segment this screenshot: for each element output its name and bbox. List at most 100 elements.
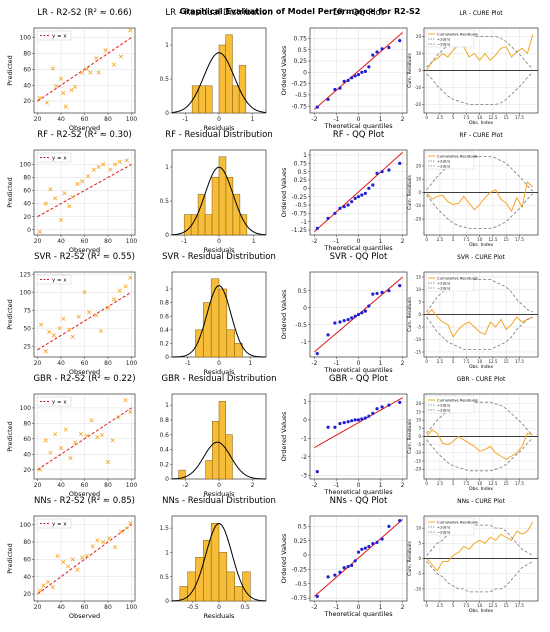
qq-gbr-xtick-label-2: 0 <box>357 482 361 489</box>
cure-rf-ylabel: Cum. Residuals <box>407 175 413 210</box>
hist-nns-xtick-label-0: -0.5 <box>187 604 199 611</box>
hist-svr-ytick-label-2: 0.4 <box>159 327 169 334</box>
scatter-nns-point-10 <box>84 553 89 558</box>
scatter-nns-xtick-label-4: 100 <box>126 604 138 611</box>
cure-lr-xtick-label-6: 15 <box>504 115 510 120</box>
scatter-gbr-point-13 <box>105 459 111 465</box>
scatter-svr-point-10 <box>87 310 92 315</box>
cure-gbr-series-1 <box>426 401 533 436</box>
hist-nns-xlabel: Residuals <box>204 612 235 620</box>
scatter-svr-point-17 <box>128 275 133 280</box>
qq-lr-point-2 <box>333 87 337 92</box>
qq-lr-point-0 <box>315 105 319 109</box>
scatter-nns-point-12 <box>95 538 100 543</box>
scatter-rf-point-16 <box>117 159 122 164</box>
scatter-rf-legend-box <box>36 152 72 163</box>
hist-svr-bar-3 <box>218 288 228 358</box>
scatter-nns-ytick-label-4: 100 <box>20 522 32 529</box>
scatter-gbr-xtick-label-3: 80 <box>104 482 112 489</box>
qq-rf-ytick-label-0: -1.25 <box>291 227 307 234</box>
scatter-gbr-xtick-label-2: 60 <box>81 482 89 489</box>
qq-rf-xtick-label-3: 1 <box>379 238 383 245</box>
scatter-gbr-xtick-label-1: 40 <box>57 482 65 489</box>
qq-gbr-xtick-label-4: 2 <box>401 482 405 489</box>
cure-svr-xtick-label-5: 12.5 <box>488 359 497 364</box>
hist-lr-xtick-label-0: -1 <box>182 116 188 123</box>
qq-lr-point-8 <box>356 72 361 77</box>
cure-gbr-series-2 <box>426 437 533 472</box>
scatter-gbr-legend-label: y = x <box>52 400 67 406</box>
scatter-lr-ytick-label-0: 20 <box>23 98 31 105</box>
cure-gbr-xlabel: Obs. Index <box>469 486 493 492</box>
cure-rf-title: RF - CURE Plot <box>459 132 503 139</box>
cure-svr-xtick-label-6: 15 <box>504 359 510 364</box>
hist-svr-ytick-label-0: 0 <box>165 354 169 361</box>
qq-lr-ytick-label-4: 0.25 <box>294 58 308 65</box>
scatter-gbr-point-7 <box>73 440 78 445</box>
scatter-svr-ytick-label-3: 100 <box>20 289 32 296</box>
qq-nns-point-7 <box>353 559 357 563</box>
qq-gbr-point-6 <box>350 419 354 423</box>
scatter-rf-point-6 <box>67 204 72 209</box>
hist-gbr-ytick-label-5: 1 <box>165 402 169 409</box>
cure-rf-legend-box <box>425 151 475 170</box>
qq-gbr-ytick-label-3: 0 <box>303 417 307 424</box>
scatter-lr-point-2 <box>50 66 55 71</box>
hist-svr-ytick-label-1: 0.2 <box>159 341 169 348</box>
hist-svr-bar-0 <box>195 329 204 358</box>
cure-lr-xlabel: Obs. Index <box>469 120 493 126</box>
hist-lr-ytick-label-2: 1 <box>165 42 169 49</box>
scatter-svr-xtick-label-2: 60 <box>81 360 89 367</box>
cure-lr-legend-label-0: Cumulative Residuals <box>437 31 478 36</box>
cure-nns-legend-box <box>425 517 475 536</box>
scatter-lr-point-4 <box>58 76 64 81</box>
hist-rf-bar-2 <box>197 193 206 236</box>
qq-rf-ytick-label-6: 0.25 <box>294 177 308 184</box>
qq-svr-point-6 <box>350 316 354 320</box>
cure-lr-ytick-label-1: -10 <box>414 85 421 90</box>
scatter-svr-point-16 <box>123 284 128 289</box>
scatter-svr-point-6 <box>67 327 72 332</box>
scatter-rf-xlabel: Observed <box>69 246 100 254</box>
row-lr: LR - R2-S2 (R² ≈ 0.66)20 40 60 80 1002040608… <box>6 8 539 132</box>
cure-gbr-ytick-label-7: 15 <box>416 409 422 414</box>
scatter-rf-point-12 <box>96 164 101 170</box>
hist-svr-xtick-label-1: 0 <box>217 360 221 367</box>
cure-svr-xlabel: Obs. Index <box>469 364 493 370</box>
qq-svr-point-5 <box>346 318 350 322</box>
qq-rf-point-13 <box>375 171 379 175</box>
scatter-lr-point-15 <box>111 62 116 67</box>
qq-gbr-ylabel: Ordered Values <box>280 411 288 461</box>
qq-lr-point-15 <box>387 45 391 50</box>
scatter-gbr-point-15 <box>116 415 121 420</box>
scatter-rf-xtick-label-0: 20 <box>34 238 42 245</box>
qq-rf-ylabel: Ordered Values <box>280 167 288 217</box>
scatter-nns-legend-box <box>36 518 72 529</box>
hist-rf-title: RF - Residual Distribution <box>165 130 272 140</box>
scatter-lr-point-3 <box>54 83 59 89</box>
scatter-rf-xtick-label-2: 60 <box>81 238 89 245</box>
cure-svr-ytick-label-4: 5 <box>418 299 421 304</box>
qq-gbr-point-1 <box>326 425 330 429</box>
qq-rf-ytick-label-1: -1 <box>301 219 307 226</box>
cure-rf-xtick-label-2: 5 <box>452 237 455 242</box>
hist-rf-xlabel: Residuals <box>204 246 235 254</box>
scatter-nns-point-1 <box>41 583 46 588</box>
scatter-svr-legend-label: y = x <box>52 278 67 284</box>
hist-rf-xtick-label-0: -1 <box>181 238 187 245</box>
panel-grid: LR - R2-S2 (R² ≈ 0.66)20 40 60 80 1002040608… <box>6 8 539 620</box>
scatter-gbr-point-3 <box>53 432 58 437</box>
cure-svr-ytick-label-3: 0 <box>418 312 421 317</box>
cure-gbr-ytick-label-8: 20 <box>416 401 422 406</box>
hist-gbr-xlabel: Residuals <box>204 490 235 498</box>
cure-gbr-xtick-label-6: 15 <box>504 481 510 486</box>
qq-nns-point-6 <box>350 563 354 567</box>
scatter-svr-point-1 <box>43 349 48 354</box>
cure-svr-ylabel: Cum. Residuals <box>407 297 413 332</box>
hist-nns-xtick-label-2: 0.5 <box>240 604 250 611</box>
scatter-lr-point-12 <box>94 56 99 61</box>
cure-nns-series-1 <box>426 524 533 556</box>
qq-lr-xtick-label-0: -2 <box>311 116 317 123</box>
cure-rf-ytick-label-4: 20 <box>416 163 422 168</box>
qq-svr-point-4 <box>342 319 346 323</box>
